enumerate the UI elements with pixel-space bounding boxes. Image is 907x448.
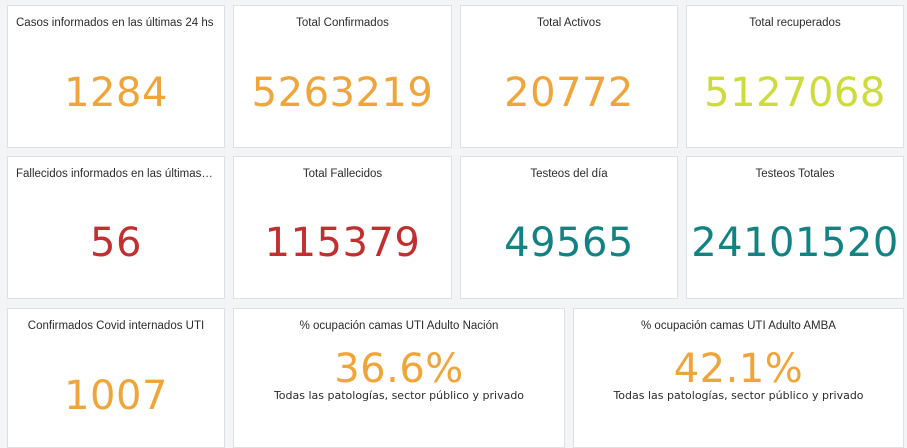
card-title: Total Confirmados [296, 17, 389, 29]
card-daily-tests: Testeos del día 49565 [460, 156, 678, 299]
card-title: Testeos del día [530, 168, 608, 180]
card-value: 56 [90, 220, 142, 266]
card-title: Total Activos [537, 17, 601, 29]
card-value: 115379 [264, 220, 421, 266]
card-value: 5127068 [704, 70, 886, 116]
card-title: Casos informados en las últimas 24 hs [16, 17, 214, 29]
card-value: 1284 [64, 70, 168, 116]
card-total-recovered: Total recuperados 5127068 [686, 5, 904, 148]
card-value: 1007 [64, 373, 168, 419]
card-icu-confirmed: Confirmados Covid internados UTI 1007 [7, 308, 225, 448]
card-title: % ocupación camas UTI Adulto AMBA [641, 320, 836, 332]
card-title: Total Fallecidos [302, 168, 383, 180]
card-value: 36.6% [334, 346, 464, 392]
card-value: 24101520 [691, 220, 899, 266]
card-title: Total recuperados [749, 17, 841, 29]
card-value: 49565 [504, 220, 634, 266]
card-note: Todas las patologías, sector público y p… [273, 389, 525, 402]
card-title: % ocupación camas UTI Adulto Nación [299, 320, 499, 332]
card-daily-deaths: Fallecidos informados en las últimas 24 … [7, 156, 225, 299]
card-note: Todas las patologías, sector público y p… [613, 389, 864, 402]
card-total-deaths: Total Fallecidos 115379 [233, 156, 452, 299]
card-total-confirmed: Total Confirmados 5263219 [233, 5, 452, 148]
card-title: Confirmados Covid internados UTI [27, 320, 205, 332]
card-value: 20772 [504, 70, 634, 116]
card-icu-occupancy-amba: % ocupación camas UTI Adulto AMBA 42.1% … [573, 308, 904, 448]
card-icu-occupancy-nation: % ocupación camas UTI Adulto Nación 36.6… [233, 308, 565, 448]
card-daily-cases: Casos informados en las últimas 24 hs 12… [7, 5, 225, 148]
card-value: 5263219 [251, 70, 434, 116]
card-value: 42.1% [673, 346, 804, 392]
card-title: Testeos Totales [755, 168, 835, 180]
card-title: Fallecidos informados en las últimas 24 … [16, 168, 216, 180]
card-total-tests: Testeos Totales 24101520 [686, 156, 904, 299]
card-total-active: Total Activos 20772 [460, 5, 678, 148]
